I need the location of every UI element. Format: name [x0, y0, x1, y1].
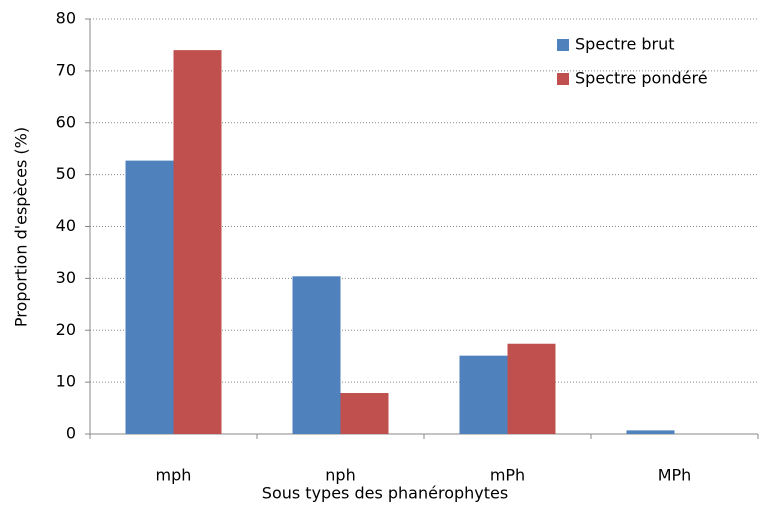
legend-swatch	[557, 39, 569, 51]
bar	[626, 430, 675, 434]
legend-label: Spectre pondéré	[575, 69, 708, 88]
legend-swatch	[557, 73, 569, 85]
y-tick-label: 80	[56, 9, 76, 28]
x-tick-label: mph	[156, 466, 192, 485]
bar	[292, 276, 341, 434]
y-tick-label: 20	[56, 320, 76, 339]
y-tick-label: 70	[56, 60, 76, 79]
x-tick-label: MPh	[658, 466, 692, 485]
y-axis-label: Proportion d'espèces (%)	[12, 127, 31, 327]
bar	[459, 355, 508, 434]
y-tick-label: 60	[56, 112, 76, 131]
x-tick-label: nph	[325, 466, 355, 485]
bar	[340, 393, 389, 434]
bar	[173, 50, 222, 434]
y-tick-label: 40	[56, 216, 76, 235]
bar	[507, 343, 556, 434]
x-tick-label: mPh	[490, 466, 525, 485]
bar	[125, 160, 174, 434]
y-tick-label: 50	[56, 164, 76, 183]
x-axis-label: Sous types des phanérophytes	[262, 484, 508, 503]
legend-label: Spectre brut	[575, 35, 675, 54]
y-tick-label: 10	[56, 372, 76, 391]
y-tick-label: 30	[56, 268, 76, 287]
y-tick-label: 0	[66, 424, 76, 443]
